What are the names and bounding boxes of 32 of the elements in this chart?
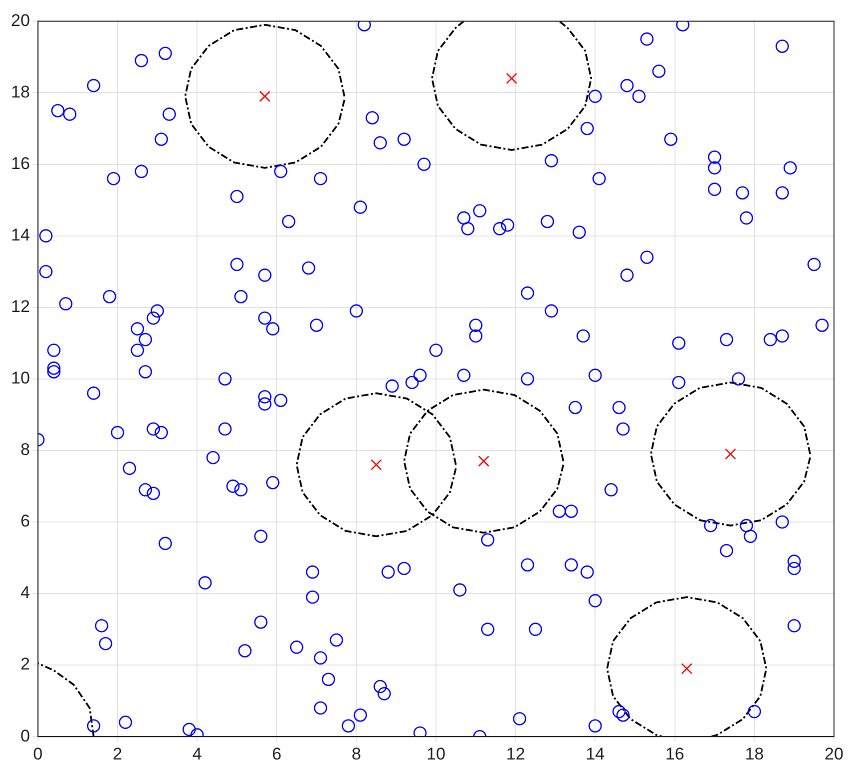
y-tick-label: 0 <box>20 726 30 746</box>
line-series <box>431 21 592 151</box>
point <box>681 663 692 674</box>
y-tick-label: 8 <box>20 440 30 460</box>
y-tick-label: 2 <box>20 654 30 674</box>
y-tick-label: 10 <box>10 368 30 388</box>
y-tick-label: 18 <box>10 82 30 102</box>
line-series <box>606 596 768 737</box>
x-tick-label: 16 <box>665 744 684 764</box>
y-tick-label: 4 <box>20 583 30 602</box>
x-tick-label: 10 <box>426 744 446 764</box>
x-tick-label: 12 <box>506 744 526 764</box>
x-tick-label: 6 <box>272 744 282 764</box>
x-tick-label: 18 <box>744 744 764 764</box>
x-tick-label: 8 <box>352 744 362 764</box>
point <box>506 72 518 84</box>
line-series <box>184 24 346 169</box>
y-tick-label: 12 <box>10 297 30 316</box>
point <box>370 459 382 470</box>
y-tick-label: 16 <box>10 154 30 173</box>
point <box>724 448 736 460</box>
x-tick-label: 14 <box>586 744 605 764</box>
y-tick-label: 14 <box>10 226 30 245</box>
y-tick-label: 20 <box>10 10 30 30</box>
x-tick-label: 0 <box>33 744 43 764</box>
x-tick-label: 2 <box>112 744 122 764</box>
point <box>259 90 270 102</box>
point <box>478 456 490 467</box>
line-series <box>38 662 95 737</box>
x-tick-label: 20 <box>824 744 844 764</box>
y-tick-label: 6 <box>20 512 30 531</box>
x-tick-label: 4 <box>192 744 202 764</box>
